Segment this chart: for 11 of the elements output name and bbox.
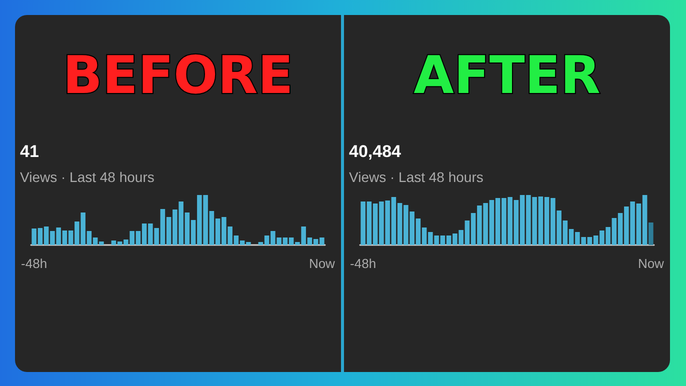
x-tick-label: -48h [21, 256, 48, 271]
chart-title: BEFORE [62, 46, 294, 106]
text: Views · Last 48 hours [349, 169, 484, 185]
x-tick-label: -48h [350, 256, 376, 271]
text: 41 [20, 142, 39, 161]
x-tick-label: Now [308, 256, 336, 271]
bar [648, 222, 654, 245]
text: Views · Last 48 hours [20, 169, 154, 185]
text: 40,484 [349, 142, 402, 161]
x-tick-label: Now [638, 256, 665, 271]
chart-title: AFTER [414, 46, 600, 106]
